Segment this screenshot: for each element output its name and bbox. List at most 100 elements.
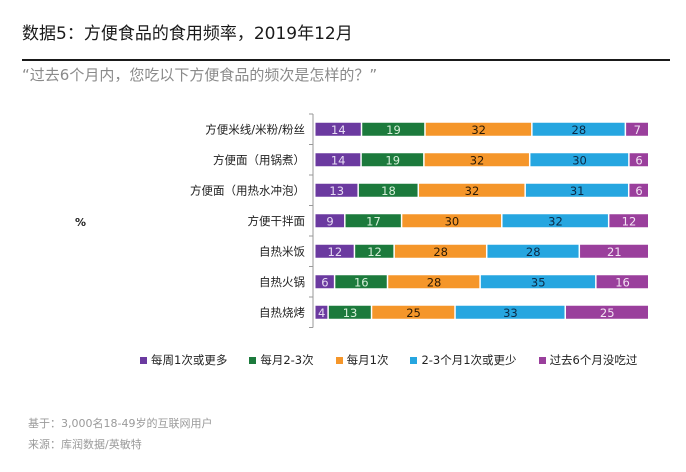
category-label: 自热火锅 bbox=[259, 275, 305, 289]
legend-item: 过去6个月没吃过 bbox=[538, 352, 638, 368]
bar-segment bbox=[425, 122, 532, 136]
data-label: 7 bbox=[634, 123, 641, 137]
bar-segment bbox=[362, 122, 425, 136]
data-label: 30 bbox=[572, 153, 587, 167]
data-label: 32 bbox=[470, 153, 485, 167]
bar-segment bbox=[328, 305, 371, 319]
bar-segment bbox=[424, 153, 529, 167]
bar-segment bbox=[629, 153, 648, 167]
bar-segment bbox=[455, 305, 565, 319]
data-label: 19 bbox=[386, 123, 401, 137]
bar-segment bbox=[530, 153, 629, 167]
category-label: 方便面（用热水冲泡） bbox=[190, 183, 305, 197]
legend-swatch bbox=[410, 356, 418, 364]
legend-item: 每周1次或更多 bbox=[140, 352, 227, 368]
data-label: 13 bbox=[329, 184, 344, 198]
data-label: 28 bbox=[572, 123, 587, 137]
data-label: 33 bbox=[503, 306, 518, 320]
bar-segment bbox=[315, 305, 328, 319]
data-label: 13 bbox=[343, 306, 358, 320]
bar-segment bbox=[629, 183, 648, 197]
data-label: 6 bbox=[321, 275, 328, 289]
title-divider bbox=[22, 59, 670, 61]
chart-title: 数据5：方便食品的食用频率，2019年12月 bbox=[22, 24, 353, 44]
legend-swatch bbox=[538, 356, 546, 364]
bar-segment bbox=[361, 153, 424, 167]
bar-segment bbox=[315, 153, 361, 167]
data-label: 25 bbox=[600, 306, 615, 320]
data-label: 14 bbox=[331, 123, 346, 137]
data-label: 21 bbox=[607, 245, 622, 259]
legend: 每周1次或更多 每月2-3次 每月1次 2-3个月1次或更少 过去6个月没吃过 bbox=[140, 352, 637, 368]
bar-segment bbox=[315, 275, 334, 289]
data-label: 12 bbox=[622, 214, 637, 228]
bar-segment bbox=[358, 183, 418, 197]
legend-swatch bbox=[335, 356, 343, 364]
bar-segment bbox=[566, 305, 648, 319]
data-label: 32 bbox=[471, 123, 486, 137]
data-label: 28 bbox=[427, 275, 442, 289]
category-label: 方便干拌面 bbox=[248, 214, 306, 228]
bar-segment bbox=[525, 183, 628, 197]
bar-segment bbox=[345, 214, 401, 228]
source-footnote: 来源：库润数据/英敏特 bbox=[28, 438, 142, 451]
unit-label: % bbox=[75, 216, 87, 229]
data-label: 30 bbox=[445, 214, 460, 228]
data-label: 6 bbox=[635, 184, 642, 198]
bar-segment bbox=[419, 183, 525, 197]
legend-label: 每月1次 bbox=[346, 353, 389, 367]
bar-segment bbox=[502, 214, 608, 228]
legend-item: 2-3个月1次或更少 bbox=[410, 352, 517, 368]
legend-label: 过去6个月没吃过 bbox=[549, 353, 638, 367]
bar-segment bbox=[596, 275, 648, 289]
bar-segment bbox=[315, 122, 361, 136]
data-label: 9 bbox=[326, 214, 333, 228]
category-label: 方便面（用锅煮） bbox=[213, 153, 305, 167]
data-label: 16 bbox=[354, 275, 369, 289]
data-label: 4 bbox=[318, 306, 325, 320]
data-label: 35 bbox=[531, 275, 546, 289]
bar-segment bbox=[394, 244, 486, 258]
data-label: 25 bbox=[406, 306, 421, 320]
bar-segment bbox=[315, 214, 345, 228]
data-label: 32 bbox=[548, 214, 563, 228]
base-footnote: 基于：3,000名18-49岁的互联网用户 bbox=[28, 417, 213, 430]
data-label: 12 bbox=[367, 245, 382, 259]
data-label: 16 bbox=[615, 275, 630, 289]
data-label: 14 bbox=[331, 153, 346, 167]
category-label: 方便米线/米粉/粉丝 bbox=[205, 122, 305, 136]
data-label: 6 bbox=[635, 153, 642, 167]
category-label: 自热米饭 bbox=[259, 244, 305, 258]
legend-swatch bbox=[249, 356, 257, 364]
data-label: 19 bbox=[385, 153, 400, 167]
bar-segment bbox=[315, 244, 354, 258]
bar-segment bbox=[372, 305, 455, 319]
legend-label: 每月2-3次 bbox=[260, 353, 314, 367]
bar-segment bbox=[315, 183, 358, 197]
legend-item: 每月1次 bbox=[335, 352, 389, 368]
bar-segment bbox=[335, 275, 387, 289]
bar-segment bbox=[388, 275, 480, 289]
data-label: 17 bbox=[366, 214, 381, 228]
bar-segment bbox=[609, 214, 648, 228]
bar-segment bbox=[480, 275, 596, 289]
data-label: 32 bbox=[465, 184, 480, 198]
legend-swatch bbox=[140, 356, 147, 364]
category-label: 自热烧烤 bbox=[259, 305, 305, 319]
chart-subtitle: “过去6个月内，您吃以下方便食品的频次是怎样的？” bbox=[22, 66, 378, 84]
bar-segment bbox=[532, 122, 625, 136]
data-label: 18 bbox=[381, 184, 396, 198]
bar-segment bbox=[402, 214, 502, 228]
legend-label: 2-3个月1次或更少 bbox=[421, 353, 517, 367]
bar-segment bbox=[580, 244, 648, 258]
data-label: 31 bbox=[570, 184, 585, 198]
bar-segment bbox=[626, 122, 648, 136]
data-label: 28 bbox=[526, 245, 541, 259]
bar-segment bbox=[487, 244, 579, 258]
data-label: 12 bbox=[328, 245, 343, 259]
legend-label: 每周1次或更多 bbox=[151, 353, 228, 367]
bar-segment bbox=[355, 244, 394, 258]
legend-item: 每月2-3次 bbox=[249, 352, 314, 368]
data-label: 28 bbox=[433, 245, 448, 259]
